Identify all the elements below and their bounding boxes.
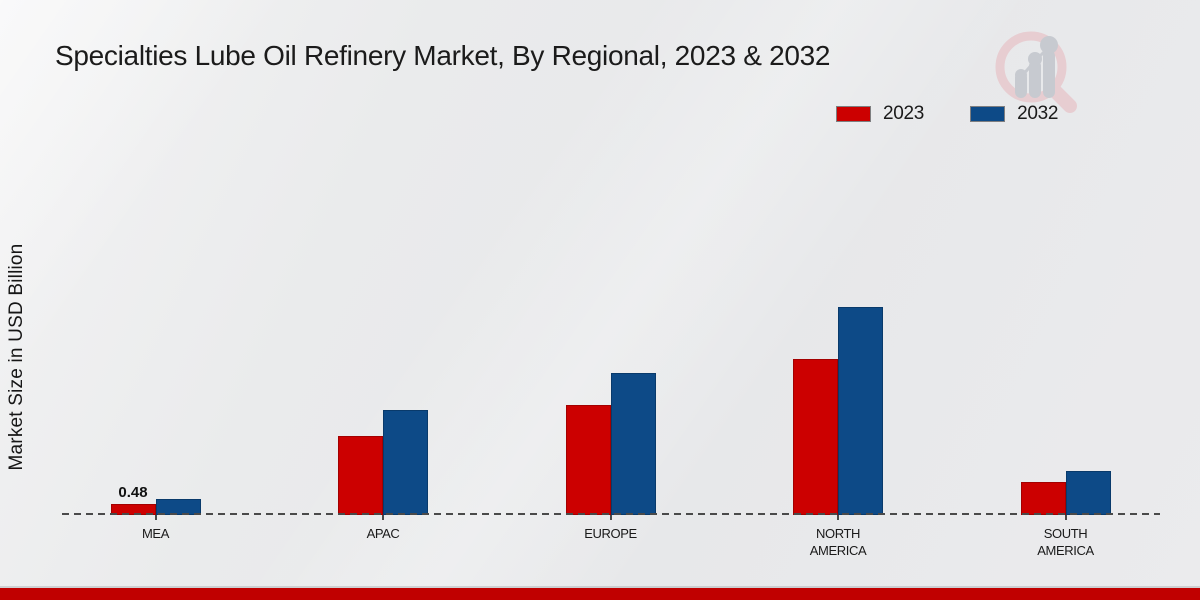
legend-label: 2023 [883, 103, 925, 124]
footer-accent-bar [0, 588, 1200, 600]
legend-item-2032: 2032 [970, 103, 1058, 125]
magnifier-bar-chart-logo-icon [995, 31, 1077, 113]
data-label-2023-mea: 0.48 [118, 484, 148, 501]
bar-2023-north-america [793, 359, 838, 515]
bar-2023-apac [338, 436, 383, 515]
x-axis-tick-europe [609, 515, 612, 520]
x-axis-tick-south-america [1064, 515, 1067, 520]
x-axis-label-south-america: SOUTH AMERICA [1037, 526, 1094, 558]
x-axis-label-apac: APAC [366, 526, 400, 541]
x-axis-dashed-baseline [62, 513, 1160, 515]
x-axis-tick-north-america [837, 515, 839, 520]
legend-item-2023: 2023 [836, 103, 924, 125]
bar-2032-north-america [838, 307, 883, 515]
legend-label: 2032 [1017, 103, 1059, 124]
bar-2032-south-america [1065, 471, 1111, 515]
x-axis-label-mea: MEA [142, 526, 169, 541]
x-axis-tick-apac [382, 515, 384, 520]
bar-2032-europe [610, 373, 656, 515]
chart-title: Specialties Lube Oil Refinery Market, By… [55, 40, 831, 71]
legend: 2023 2032 [836, 103, 1058, 125]
bar-2023-south-america [1020, 482, 1066, 515]
x-axis-label-europe: EUROPE [584, 526, 637, 541]
x-axis-label-north-america: NORTH AMERICA [809, 526, 867, 558]
legend-swatch-2023 [836, 106, 871, 122]
bar-2032-apac [383, 410, 428, 515]
legend-swatch-2032 [970, 106, 1006, 122]
x-axis-tick-mea [154, 515, 157, 520]
bar-2023-europe [565, 405, 611, 515]
